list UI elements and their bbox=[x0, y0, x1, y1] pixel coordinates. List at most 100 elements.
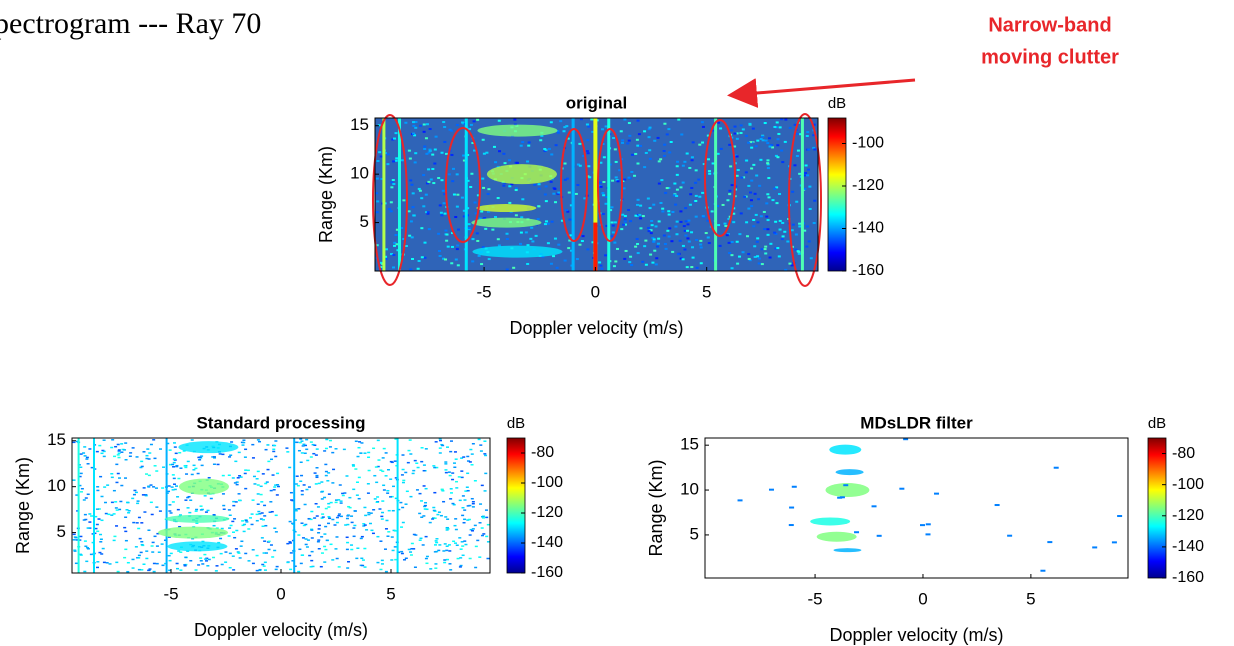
heatmap-texture bbox=[1040, 569, 1046, 572]
heatmap-texture bbox=[127, 510, 131, 512]
heatmap-texture bbox=[234, 460, 238, 463]
heatmap-texture bbox=[675, 220, 679, 223]
heatmap-texture bbox=[483, 216, 487, 219]
clutter-line bbox=[571, 118, 575, 271]
heatmap-texture bbox=[313, 472, 317, 474]
heatmap-texture bbox=[351, 464, 355, 466]
heatmap-texture bbox=[75, 494, 79, 496]
heatmap-texture bbox=[727, 241, 731, 244]
y-tick-label: 15 bbox=[680, 435, 699, 454]
heatmap-texture bbox=[137, 516, 141, 519]
heatmap-texture bbox=[316, 506, 320, 508]
heatmap-texture bbox=[232, 569, 236, 571]
colorbar-tick-label: -140 bbox=[852, 220, 884, 237]
heatmap-texture bbox=[471, 506, 475, 508]
heatmap-texture bbox=[355, 494, 359, 496]
heatmap-texture bbox=[410, 183, 414, 186]
heatmap-texture bbox=[613, 241, 617, 244]
heatmap-texture bbox=[304, 523, 308, 526]
heatmap-texture bbox=[747, 141, 751, 144]
heatmap-texture bbox=[530, 226, 534, 229]
heatmap-texture bbox=[288, 466, 292, 469]
heatmap-texture bbox=[355, 481, 359, 483]
heatmap-texture bbox=[305, 546, 309, 548]
heatmap-texture bbox=[683, 229, 687, 232]
heatmap-texture bbox=[445, 549, 449, 552]
heatmap-texture bbox=[231, 477, 235, 479]
heatmap-texture bbox=[136, 502, 140, 505]
heatmap-texture bbox=[576, 184, 580, 187]
heatmap-texture bbox=[250, 513, 254, 515]
heatmap-texture bbox=[239, 476, 243, 478]
heatmap-texture bbox=[754, 213, 758, 216]
heatmap-texture bbox=[467, 223, 471, 226]
heatmap-texture bbox=[656, 136, 660, 139]
heatmap-texture bbox=[244, 519, 248, 522]
heatmap-texture bbox=[404, 503, 408, 505]
heatmap-texture bbox=[200, 464, 204, 467]
heatmap-texture bbox=[804, 164, 808, 167]
heatmap-texture bbox=[470, 172, 474, 175]
heatmap-texture bbox=[72, 479, 76, 481]
heatmap-texture bbox=[591, 241, 595, 244]
heatmap-texture bbox=[451, 180, 455, 183]
heatmap-texture bbox=[636, 144, 640, 147]
heatmap-texture bbox=[454, 258, 458, 261]
heatmap-texture bbox=[994, 504, 1000, 507]
heatmap-texture bbox=[477, 254, 481, 257]
heatmap-texture bbox=[244, 469, 248, 471]
heatmap-texture bbox=[567, 247, 571, 250]
heatmap-texture bbox=[620, 228, 624, 231]
heatmap-texture bbox=[641, 260, 645, 263]
heatmap-texture bbox=[362, 525, 366, 527]
heatmap-texture bbox=[251, 457, 255, 459]
heatmap-texture bbox=[479, 444, 483, 446]
heatmap-texture bbox=[78, 539, 82, 541]
heatmap-texture bbox=[215, 527, 219, 529]
heatmap-texture bbox=[497, 119, 501, 122]
heatmap-texture bbox=[314, 503, 318, 505]
heatmap-texture bbox=[114, 501, 118, 503]
heatmap-texture bbox=[805, 225, 809, 228]
heatmap-texture bbox=[655, 245, 659, 248]
heatmap-texture bbox=[149, 484, 153, 486]
heatmap-texture bbox=[94, 527, 98, 530]
heatmap-texture bbox=[139, 466, 143, 469]
heatmap-texture bbox=[543, 223, 547, 226]
heatmap-blob bbox=[471, 217, 542, 228]
heatmap-texture bbox=[781, 235, 785, 238]
heatmap-texture bbox=[805, 245, 809, 248]
heatmap-texture bbox=[445, 529, 449, 531]
heatmap-texture bbox=[288, 520, 292, 523]
heatmap-texture bbox=[439, 211, 443, 214]
heatmap-texture bbox=[774, 232, 778, 235]
heatmap-texture bbox=[132, 493, 136, 496]
heatmap-texture bbox=[750, 167, 754, 170]
heatmap-texture bbox=[619, 130, 623, 133]
heatmap-texture bbox=[363, 452, 367, 454]
heatmap-texture bbox=[272, 450, 276, 453]
heatmap-texture bbox=[717, 121, 721, 124]
heatmap-texture bbox=[221, 474, 225, 477]
heatmap-texture bbox=[434, 567, 438, 569]
heatmap-texture bbox=[286, 561, 290, 564]
heatmap-texture bbox=[585, 150, 589, 153]
heatmap-texture bbox=[307, 486, 311, 488]
heatmap-texture bbox=[639, 227, 643, 230]
heatmap-texture bbox=[321, 516, 325, 518]
heatmap-texture bbox=[275, 565, 279, 568]
heatmap-texture bbox=[192, 464, 196, 467]
heatmap-texture bbox=[187, 495, 191, 498]
heatmap-texture bbox=[170, 486, 174, 488]
heatmap-texture bbox=[442, 202, 446, 205]
heatmap-texture bbox=[404, 245, 408, 248]
heatmap-texture bbox=[763, 122, 767, 125]
heatmap-texture bbox=[339, 515, 343, 518]
heatmap-texture bbox=[455, 480, 459, 483]
heatmap-texture bbox=[435, 538, 439, 540]
heatmap-texture bbox=[140, 465, 144, 468]
heatmap-blob bbox=[472, 245, 563, 258]
heatmap-texture bbox=[168, 510, 172, 512]
heatmap-texture bbox=[769, 242, 773, 245]
heatmap-texture bbox=[565, 209, 569, 212]
